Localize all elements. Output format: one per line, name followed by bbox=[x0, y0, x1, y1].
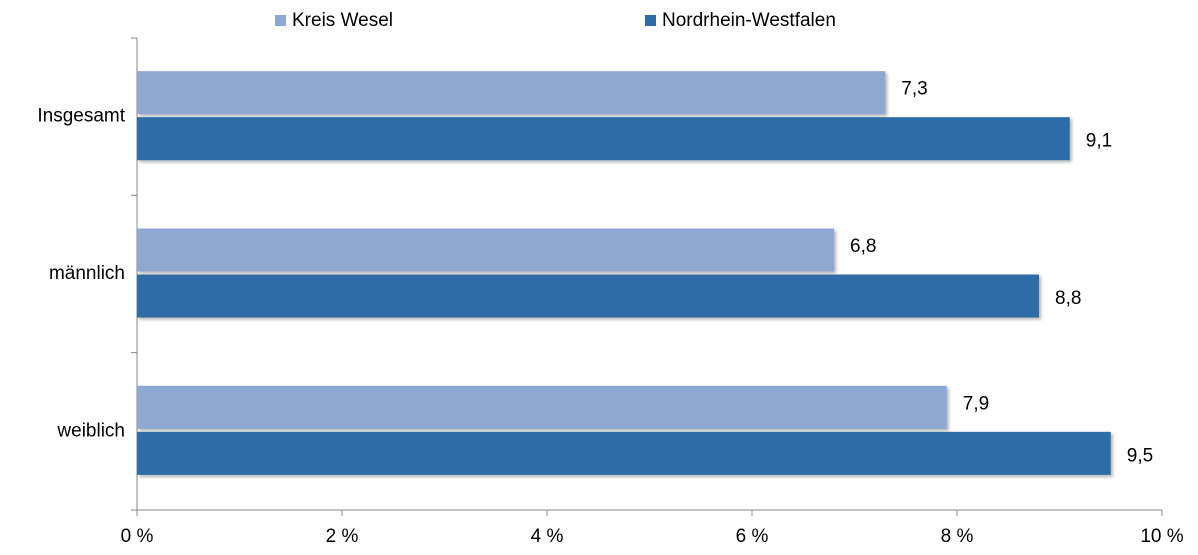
y-tick-label: Insgesamt bbox=[37, 106, 125, 127]
bar bbox=[137, 228, 834, 272]
bar bbox=[137, 431, 1111, 475]
value-label: 7,9 bbox=[963, 393, 989, 414]
y-tick-label: männlich bbox=[49, 263, 125, 284]
legend-swatch bbox=[275, 15, 286, 26]
bar bbox=[137, 274, 1039, 318]
legend-label: Kreis Wesel bbox=[292, 10, 393, 31]
value-label: 7,3 bbox=[901, 79, 927, 100]
legend-label: Nordrhein-Westfalen bbox=[662, 10, 836, 31]
bar bbox=[137, 117, 1070, 161]
value-label: 9,1 bbox=[1086, 131, 1112, 152]
bar bbox=[137, 385, 947, 429]
x-tick-label: 4 % bbox=[531, 526, 564, 547]
legend-swatch bbox=[645, 15, 656, 26]
value-label: 6,8 bbox=[850, 236, 876, 257]
x-tick-label: 6 % bbox=[736, 526, 769, 547]
y-tick-label: weiblich bbox=[56, 420, 125, 441]
value-label: 9,5 bbox=[1127, 445, 1153, 466]
bar bbox=[137, 71, 886, 115]
x-tick-label: 2 % bbox=[326, 526, 359, 547]
x-tick-label: 0 % bbox=[121, 526, 154, 547]
x-tick-label: 8 % bbox=[941, 526, 974, 547]
value-label: 8,8 bbox=[1055, 288, 1081, 309]
x-tick-label: 10 % bbox=[1140, 526, 1183, 547]
